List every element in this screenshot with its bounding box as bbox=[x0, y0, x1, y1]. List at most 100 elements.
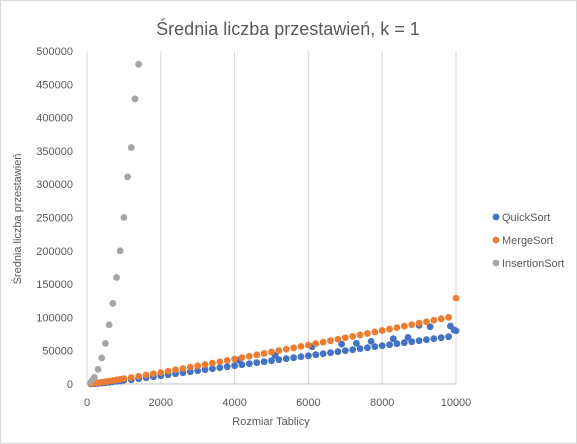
data-point-quicksort bbox=[400, 339, 408, 347]
data-point-quicksort bbox=[378, 342, 386, 350]
data-point-mergesort bbox=[349, 332, 357, 340]
y-tick-label: 250000 bbox=[36, 213, 73, 225]
data-point-insertionsort bbox=[98, 354, 106, 362]
data-point-mergesort bbox=[437, 315, 445, 323]
data-point-insertionsort bbox=[105, 321, 113, 329]
data-point-quicksort bbox=[423, 336, 430, 344]
data-point-mergesort bbox=[238, 354, 246, 362]
data-point-quicksort bbox=[404, 333, 412, 341]
x-tick-label: 0 bbox=[84, 397, 90, 409]
legend: QuickSort MergeSort InsertionSort bbox=[492, 212, 564, 270]
data-point-mergesort bbox=[150, 370, 157, 378]
vertical-gridlines bbox=[86, 51, 457, 385]
y-tick-label: 100000 bbox=[36, 312, 73, 324]
data-point-quicksort bbox=[312, 351, 320, 359]
data-point-mergesort bbox=[164, 367, 172, 375]
data-point-mergesort bbox=[356, 331, 364, 339]
x-axis-title: Rozmiar Tablicy bbox=[232, 416, 310, 428]
data-point-mergesort bbox=[393, 324, 401, 331]
data-point-insertionsort bbox=[109, 300, 117, 307]
data-point-mergesort bbox=[415, 319, 423, 327]
data-point-quicksort bbox=[352, 339, 360, 347]
y-tick-label: 500000 bbox=[36, 46, 73, 58]
data-point-mergesort bbox=[135, 372, 143, 380]
data-point-mergesort bbox=[445, 313, 453, 321]
data-point-quicksort bbox=[297, 353, 305, 361]
data-point-mergesort bbox=[371, 328, 379, 336]
data-point-mergesort bbox=[120, 375, 128, 383]
data-point-mergesort bbox=[231, 355, 239, 363]
data-point-quicksort bbox=[282, 355, 290, 363]
data-point-mergesort bbox=[223, 357, 231, 364]
legend-label-insertionsort: InsertionSort bbox=[502, 258, 564, 270]
data-point-mergesort bbox=[245, 352, 253, 360]
data-point-mergesort bbox=[201, 361, 209, 368]
data-point-quicksort bbox=[450, 326, 458, 334]
y-axis-tick-labels: 0 50000 100000 150000 200000 250000 300000 3500… bbox=[36, 46, 73, 391]
data-point-insertionsort bbox=[124, 173, 131, 181]
data-point-quicksort bbox=[238, 361, 246, 369]
data-point-quicksort bbox=[367, 337, 375, 345]
data-point-quicksort bbox=[319, 350, 327, 358]
legend-label-mergesort: MergeSort bbox=[502, 235, 553, 247]
data-point-mergesort bbox=[312, 340, 320, 347]
x-axis-tick-labels: 0 2000 4000 6000 8000 10000 bbox=[84, 397, 471, 409]
data-point-mergesort bbox=[452, 294, 460, 302]
data-point-mergesort bbox=[364, 330, 371, 337]
data-point-mergesort bbox=[179, 365, 187, 372]
data-point-quicksort bbox=[426, 323, 434, 331]
x-tick-label: 2000 bbox=[149, 397, 173, 409]
data-point-quicksort bbox=[437, 334, 445, 342]
data-point-quicksort bbox=[327, 349, 334, 357]
data-point-quicksort bbox=[268, 357, 275, 365]
y-tick-label: 150000 bbox=[36, 279, 73, 291]
y-tick-label: 50000 bbox=[42, 346, 73, 358]
data-point-mergesort bbox=[194, 362, 202, 370]
y-tick-label: 450000 bbox=[36, 79, 73, 91]
data-point-quicksort bbox=[338, 340, 346, 348]
data-point-quicksort bbox=[334, 348, 342, 356]
data-point-quicksort bbox=[253, 359, 261, 367]
data-point-quicksort bbox=[231, 362, 239, 370]
y-tick-label: 350000 bbox=[36, 146, 73, 158]
data-point-insertionsort bbox=[135, 60, 143, 68]
data-point-quicksort bbox=[194, 367, 202, 375]
y-tick-label: 300000 bbox=[36, 179, 73, 191]
data-point-insertionsort bbox=[102, 339, 109, 347]
data-point-quicksort bbox=[393, 340, 401, 348]
data-point-insertionsort bbox=[131, 95, 139, 103]
data-point-mergesort bbox=[400, 322, 408, 330]
data-point-quicksort bbox=[371, 343, 379, 351]
data-point-quicksort bbox=[356, 345, 364, 353]
data-point-mergesort bbox=[216, 358, 224, 366]
data-point-quicksort bbox=[445, 333, 453, 341]
data-point-quicksort bbox=[290, 354, 298, 362]
data-point-mergesort bbox=[319, 338, 327, 346]
data-point-mergesort bbox=[275, 347, 283, 355]
data-point-mergesort bbox=[290, 344, 298, 352]
legend-marker-mergesort bbox=[492, 236, 500, 244]
data-point-mergesort bbox=[157, 369, 165, 376]
y-tick-label: 0 bbox=[67, 379, 73, 391]
data-point-quicksort bbox=[349, 346, 357, 354]
y-tick-label: 200000 bbox=[36, 246, 73, 258]
data-point-mergesort bbox=[209, 359, 216, 367]
legend-marker-quicksort bbox=[492, 213, 500, 221]
data-point-quicksort bbox=[209, 365, 216, 373]
y-axis-title: Średnia liczba przestawień bbox=[11, 154, 24, 285]
data-point-insertionsort bbox=[116, 247, 124, 255]
data-point-quicksort bbox=[389, 335, 397, 343]
data-point-mergesort bbox=[305, 341, 312, 349]
data-point-quicksort bbox=[430, 335, 438, 343]
data-point-mergesort bbox=[260, 350, 268, 357]
scatter-points bbox=[87, 60, 460, 388]
data-point-mergesort bbox=[268, 348, 275, 356]
data-point-insertionsort bbox=[127, 144, 135, 151]
data-point-mergesort bbox=[378, 327, 386, 334]
data-point-quicksort bbox=[341, 347, 349, 355]
data-point-mergesort bbox=[430, 316, 438, 324]
data-point-mergesort bbox=[408, 321, 416, 329]
chart-title: Średnia liczba przestawień, k = 1 bbox=[156, 18, 420, 39]
data-point-mergesort bbox=[341, 334, 349, 342]
